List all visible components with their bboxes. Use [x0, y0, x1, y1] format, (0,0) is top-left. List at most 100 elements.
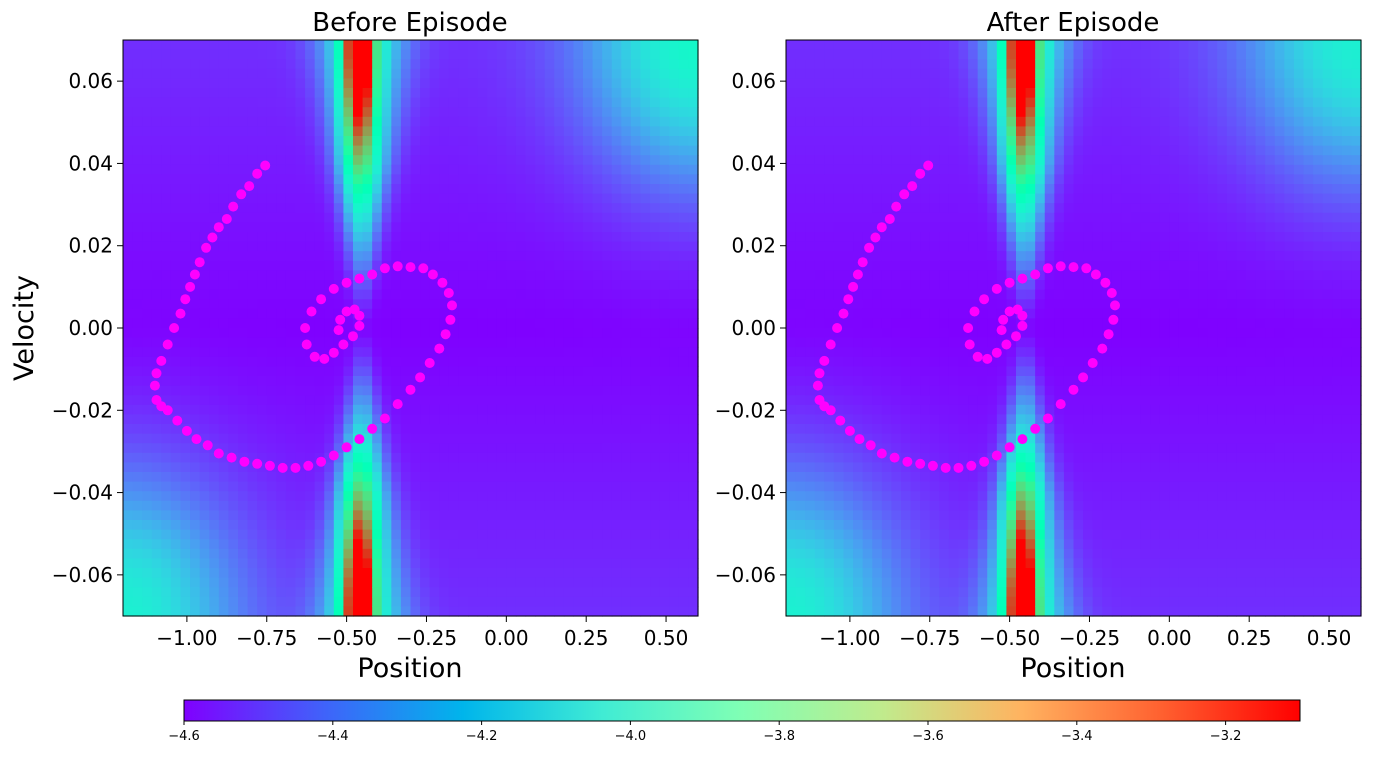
heatmap-cell [891, 549, 901, 559]
heatmap-cell [949, 261, 959, 271]
heatmap-cell [439, 606, 449, 616]
heatmap-cell [430, 405, 440, 415]
heatmap-cell [612, 376, 622, 386]
heatmap-cell [161, 98, 171, 108]
heatmap-cell [688, 405, 698, 415]
heatmap-cell [363, 184, 373, 194]
trajectory-point [163, 405, 173, 415]
heatmap-cell [200, 309, 210, 319]
heatmap-cell [669, 213, 679, 223]
heatmap-cell [660, 520, 670, 530]
heatmap-cell [257, 203, 267, 213]
heatmap-cell [573, 232, 583, 242]
heatmap-cell [545, 88, 555, 98]
heatmap-cell [679, 520, 689, 530]
heatmap-cell [506, 280, 516, 290]
heatmap-cell [228, 88, 238, 98]
heatmap-cell [439, 50, 449, 60]
heatmap-cell [152, 462, 162, 472]
heatmap-cell [573, 242, 583, 252]
heatmap-cell [487, 174, 497, 184]
heatmap-cell [805, 558, 815, 568]
heatmap-cell [930, 50, 940, 60]
heatmap-cell [930, 194, 940, 204]
heatmap-cell [930, 606, 940, 616]
heatmap-cell [430, 174, 440, 184]
heatmap-cell [815, 165, 825, 175]
heatmap-cell [468, 549, 478, 559]
heatmap-cell [602, 78, 612, 88]
heatmap-cell [786, 242, 796, 252]
heatmap-cell [631, 328, 641, 338]
heatmap-cell [353, 510, 363, 520]
trajectory-point [418, 263, 428, 273]
heatmap-cell [545, 203, 555, 213]
heatmap-cell [133, 424, 143, 434]
heatmap-cell [573, 434, 583, 444]
heatmap-cell [190, 59, 200, 69]
heatmap-cell [834, 69, 844, 79]
heatmap-cell [487, 251, 497, 261]
heatmap-cell [631, 597, 641, 607]
heatmap-cell [679, 309, 689, 319]
heatmap-cell [602, 376, 612, 386]
heatmap-cell [267, 213, 277, 223]
panel-title: Before Episode [312, 8, 507, 38]
heatmap-cell [506, 270, 516, 280]
heatmap-cell [554, 107, 564, 117]
heatmap-cell [305, 290, 315, 300]
heatmap-cell [238, 568, 248, 578]
heatmap-cell [506, 501, 516, 511]
heatmap-cell [439, 597, 449, 607]
heatmap-cell [276, 386, 286, 396]
heatmap-cell [641, 501, 651, 511]
heatmap-cell [430, 443, 440, 453]
heatmap-cell [987, 194, 997, 204]
heatmap-cell [296, 568, 306, 578]
heatmap-cell [228, 261, 238, 271]
heatmap-cell [123, 520, 133, 530]
heatmap-cell [930, 549, 940, 559]
heatmap-cell [506, 549, 516, 559]
trajectory-point [329, 348, 339, 358]
heatmap-cell [853, 347, 863, 357]
heatmap-cell [786, 78, 796, 88]
heatmap-cell [257, 232, 267, 242]
heatmap-cell [324, 194, 334, 204]
heatmap-cell [152, 578, 162, 588]
heatmap-cell [920, 491, 930, 501]
heatmap-cell [853, 472, 863, 482]
heatmap-cell [641, 290, 651, 300]
heatmap-cell [228, 117, 238, 127]
heatmap-cell [190, 414, 200, 424]
heatmap-cell [786, 338, 796, 348]
heatmap-cell [554, 405, 564, 415]
heatmap-cell [554, 251, 564, 261]
heatmap-cell [257, 69, 267, 79]
heatmap-cell [506, 606, 516, 616]
heatmap-cell [171, 395, 181, 405]
heatmap-cell [526, 338, 536, 348]
heatmap-cell [181, 501, 191, 511]
heatmap-cell [324, 530, 334, 540]
heatmap-cell [200, 88, 210, 98]
heatmap-cell [564, 558, 574, 568]
heatmap-cell [526, 290, 536, 300]
heatmap-cell [631, 117, 641, 127]
heatmap-cell [171, 549, 181, 559]
heatmap-cell [478, 318, 488, 328]
heatmap-cell [257, 280, 267, 290]
heatmap-cell [815, 194, 825, 204]
heatmap-cell [621, 606, 631, 616]
heatmap-cell [593, 520, 603, 530]
heatmap-cell [181, 174, 191, 184]
heatmap-cell [401, 280, 411, 290]
heatmap-cell [621, 136, 631, 146]
heatmap-cell [554, 453, 564, 463]
heatmap-cell [564, 165, 574, 175]
heatmap-cell [602, 88, 612, 98]
heatmap-cell [641, 568, 651, 578]
heatmap-cell [853, 530, 863, 540]
heatmap-cell [882, 203, 892, 213]
heatmap-cell [430, 155, 440, 165]
